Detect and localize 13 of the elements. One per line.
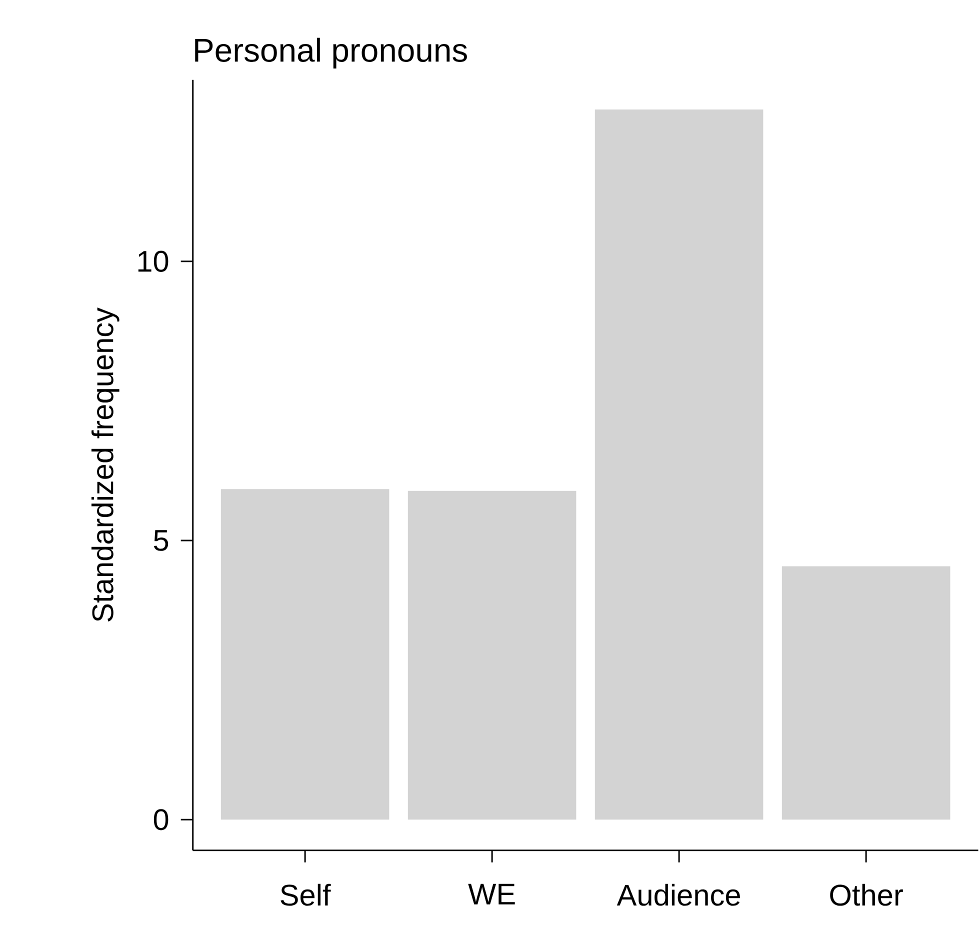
chart-title: Personal pronouns — [195, 38, 467, 68]
bar — [408, 490, 576, 820]
y-tick-label: 10 — [138, 250, 168, 272]
x-tick-label: Self — [280, 884, 331, 906]
x-tick-label: Audience — [616, 884, 740, 906]
bar — [782, 566, 950, 820]
y-tick-label: 5 — [154, 530, 168, 551]
x-tick-label: Other — [830, 884, 903, 906]
y-tick-label: 0 — [154, 808, 168, 830]
x-tick-label: WE — [468, 884, 515, 904]
y-axis-title: Standardized frequency — [91, 307, 120, 622]
bar — [220, 489, 390, 820]
bar — [594, 109, 764, 820]
